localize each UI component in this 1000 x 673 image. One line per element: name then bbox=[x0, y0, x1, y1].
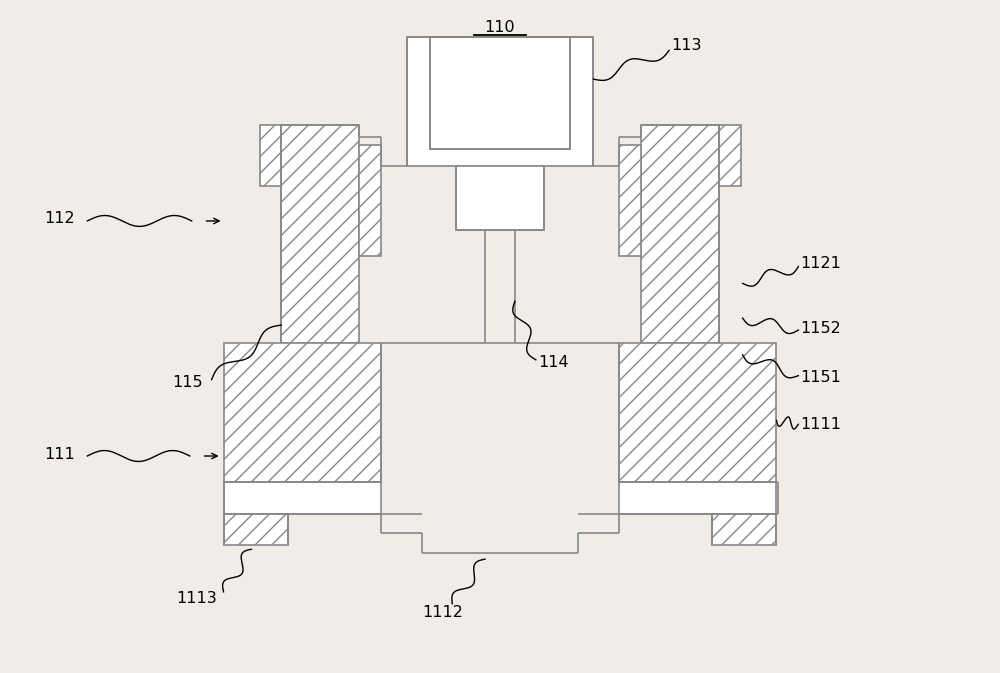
Bar bbox=[224, 482, 381, 513]
Text: 1112: 1112 bbox=[422, 605, 463, 621]
Bar bbox=[260, 125, 281, 186]
Bar bbox=[359, 145, 381, 256]
Bar bbox=[619, 482, 776, 513]
Bar bbox=[430, 38, 570, 149]
Text: 115: 115 bbox=[172, 375, 202, 390]
Bar bbox=[619, 145, 641, 256]
Bar bbox=[456, 166, 544, 230]
Bar bbox=[224, 343, 381, 482]
Text: 111: 111 bbox=[45, 446, 75, 462]
Bar bbox=[281, 125, 359, 343]
Text: 1113: 1113 bbox=[176, 592, 217, 606]
Text: 112: 112 bbox=[45, 211, 75, 227]
Bar bbox=[224, 513, 288, 545]
Text: 114: 114 bbox=[538, 355, 568, 370]
Bar bbox=[641, 125, 719, 343]
Bar bbox=[619, 343, 776, 482]
Bar bbox=[719, 125, 741, 186]
Text: 1151: 1151 bbox=[800, 370, 841, 385]
Text: 1152: 1152 bbox=[800, 320, 841, 336]
Text: 113: 113 bbox=[671, 38, 702, 53]
Text: 110: 110 bbox=[485, 20, 515, 35]
Text: 1111: 1111 bbox=[800, 417, 841, 432]
Text: 1121: 1121 bbox=[800, 256, 841, 271]
Bar bbox=[712, 513, 776, 545]
Bar bbox=[407, 38, 593, 166]
